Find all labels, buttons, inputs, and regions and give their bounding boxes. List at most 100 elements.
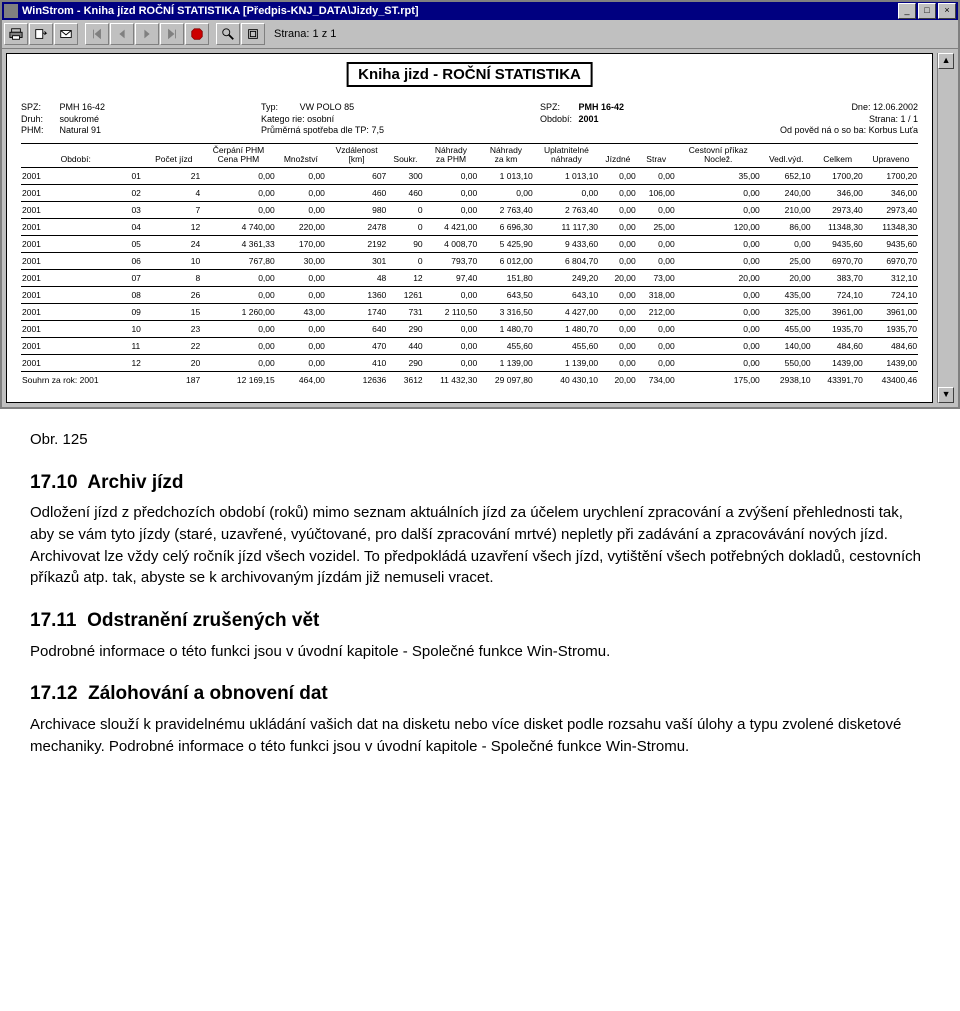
table-cell: 249,20 (534, 269, 599, 286)
table-cell: 312,10 (864, 269, 918, 286)
table-cell: 1 480,70 (534, 320, 599, 337)
vertical-scrollbar[interactable]: ▲ ▼ (937, 53, 954, 403)
table-cell: 8 (146, 269, 201, 286)
scroll-down-button[interactable]: ▼ (938, 387, 954, 403)
table-cell: 4 008,70 (424, 235, 479, 252)
dne-label: Dne: (851, 102, 870, 112)
table-cell: 724,10 (812, 286, 864, 303)
next-page-button[interactable] (135, 23, 159, 45)
table-cell: 1740 (326, 303, 387, 320)
column-header: Náhradyza km (478, 144, 533, 168)
summary-row: Souhrn za rok: 200118712 169,15464,00126… (21, 371, 918, 388)
table-cell: 455,60 (534, 337, 599, 354)
table-cell: 300 (387, 167, 423, 184)
table-cell: 410 (326, 354, 387, 371)
table-cell: 767,80 (201, 252, 276, 269)
table-cell: 0,00 (276, 167, 326, 184)
table-cell: 0,00 (676, 354, 761, 371)
prev-page-button[interactable] (110, 23, 134, 45)
table-row: 200109151 260,0043,0017407312 110,503 31… (21, 303, 918, 320)
table-cell: 0,00 (676, 201, 761, 218)
table-row: 200112200,000,004102900,001 139,001 139,… (21, 354, 918, 371)
table-cell: 550,00 (761, 354, 812, 371)
druh-label: Druh: (21, 114, 57, 126)
first-page-button[interactable] (85, 23, 109, 45)
section-17-10-heading: 17.10 Archiv jízd (30, 469, 930, 497)
table-cell: 0,00 (424, 201, 479, 218)
table-cell: 11348,30 (864, 218, 918, 235)
table-cell: 0,00 (637, 201, 676, 218)
page-indicator: Strana: 1 z 1 (274, 28, 336, 40)
summary-cell: 43391,70 (812, 371, 864, 388)
zoom-button[interactable] (216, 23, 240, 45)
titlebar: WinStrom - Kniha jízd ROČNÍ STATISTIKA [… (2, 2, 958, 20)
table-cell: 2001 (21, 354, 130, 371)
kat-label: Katego rie: (261, 114, 305, 126)
table-cell: 0,00 (599, 201, 637, 218)
table-cell: 0 (387, 201, 423, 218)
section-number: 17.12 (30, 683, 78, 704)
table-cell: 1 013,10 (478, 167, 533, 184)
table-cell: 20,00 (761, 269, 812, 286)
minimize-button[interactable]: _ (898, 3, 916, 19)
table-cell: 0,00 (276, 320, 326, 337)
table-row: 20010370,000,0098000,002 763,402 763,400… (21, 201, 918, 218)
fit-button[interactable] (241, 23, 265, 45)
section-17-10-body: Odložení jízd z předchozích období (roků… (30, 502, 930, 589)
table-row: 200104124 740,00220,00247804 421,006 696… (21, 218, 918, 235)
typ-label: Typ: (261, 102, 297, 114)
spz-label: SPZ: (21, 102, 57, 114)
table-cell: 2001 (21, 218, 130, 235)
column-header: Množství (276, 144, 326, 168)
table-cell: 43,00 (276, 303, 326, 320)
table-cell: 301 (326, 252, 387, 269)
table-cell: 2001 (21, 252, 130, 269)
export-button[interactable] (29, 23, 53, 45)
table-cell: 03 (130, 201, 146, 218)
table-cell: 2973,40 (864, 201, 918, 218)
print-button[interactable] (4, 23, 28, 45)
table-cell: 0,00 (599, 218, 637, 235)
str-value: 1 / 1 (901, 114, 919, 124)
prev-icon (115, 27, 129, 41)
summary-cell: 40 430,10 (534, 371, 599, 388)
table-cell: 25,00 (637, 218, 676, 235)
table-body: 200101210,000,006073000,001 013,101 013,… (21, 167, 918, 388)
last-page-button[interactable] (160, 23, 184, 45)
table-cell: 346,00 (812, 184, 864, 201)
table-cell: 151,80 (478, 269, 533, 286)
table-cell: 1439,00 (864, 354, 918, 371)
table-cell: 08 (130, 286, 146, 303)
table-cell: 2 110,50 (424, 303, 479, 320)
summary-cell: 29 097,80 (478, 371, 533, 388)
table-cell: 0,00 (599, 286, 637, 303)
summary-cell: 3612 (387, 371, 423, 388)
header-left: SPZ: PMH 16-42 Druh: soukromé PHM: Natur… (21, 102, 105, 137)
table-cell: 11 117,30 (534, 218, 599, 235)
table-cell: 980 (326, 201, 387, 218)
table-cell: 318,00 (637, 286, 676, 303)
table-cell: 2001 (21, 286, 130, 303)
app-window: WinStrom - Kniha jízd ROČNÍ STATISTIKA [… (0, 0, 960, 409)
table-cell: 2001 (21, 269, 130, 286)
scroll-up-button[interactable]: ▲ (938, 53, 954, 69)
table-cell: 1439,00 (812, 354, 864, 371)
table-cell: 2 763,40 (534, 201, 599, 218)
column-header: Čerpání PHMCena PHM (201, 144, 276, 168)
str-label: Strana: (869, 114, 898, 124)
table-cell: 0,00 (424, 286, 479, 303)
table-cell: 0,00 (761, 235, 812, 252)
table-cell: 4 361,33 (201, 235, 276, 252)
close-button[interactable]: × (938, 3, 956, 19)
stop-button[interactable] (185, 23, 209, 45)
table-row: 200110230,000,006402900,001 480,701 480,… (21, 320, 918, 337)
summary-cell: 43400,46 (864, 371, 918, 388)
mail-icon (59, 27, 73, 41)
last-icon (165, 27, 179, 41)
maximize-button[interactable]: □ (918, 3, 936, 19)
mail-button[interactable] (54, 23, 78, 45)
summary-cell: 464,00 (276, 371, 326, 388)
table-cell: 73,00 (637, 269, 676, 286)
table-cell: 3961,00 (812, 303, 864, 320)
window-title: WinStrom - Kniha jízd ROČNÍ STATISTIKA [… (22, 5, 896, 17)
